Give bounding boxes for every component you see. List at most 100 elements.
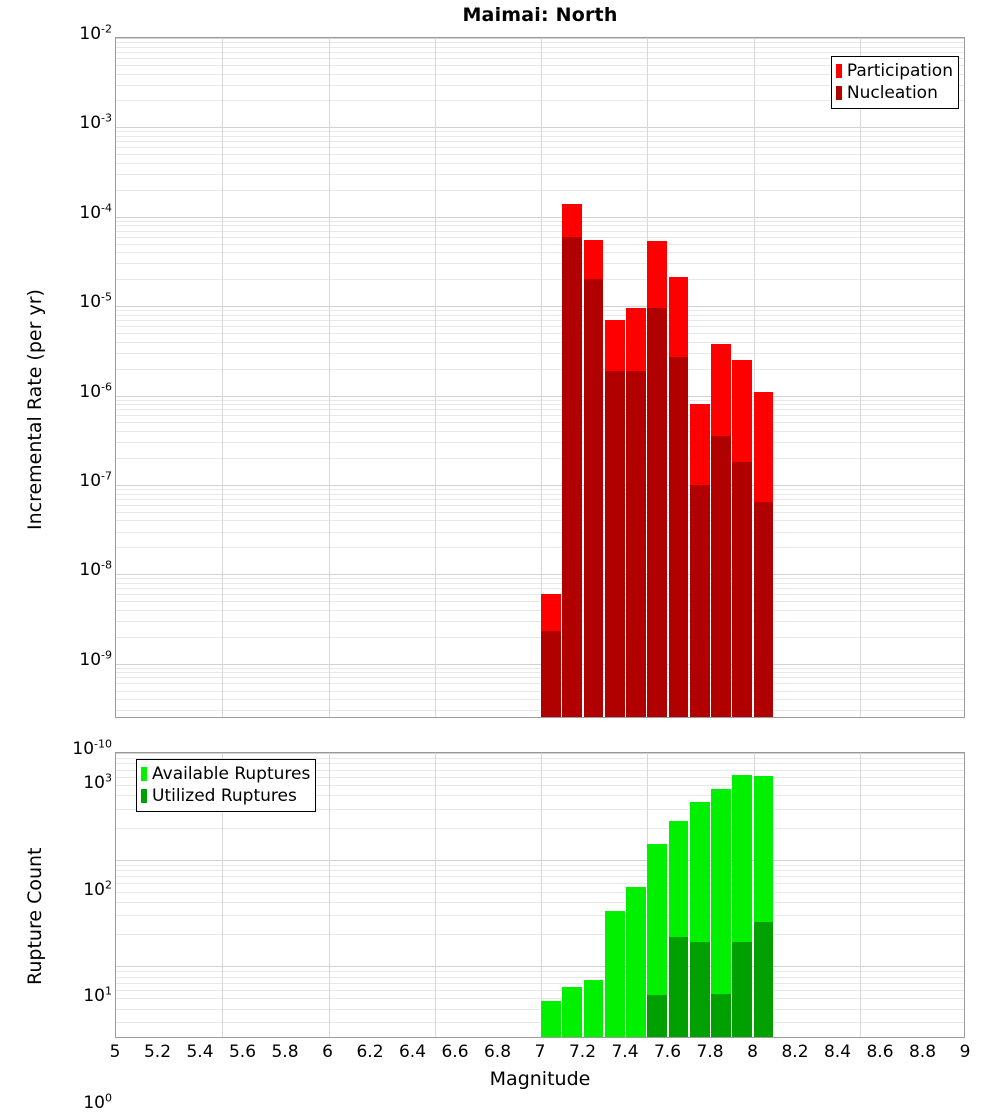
- x-tick-label: 8.4: [823, 1042, 852, 1062]
- gridline: [116, 147, 964, 148]
- gridline: [116, 547, 964, 548]
- gridline: [116, 770, 964, 771]
- gridline: [116, 494, 964, 495]
- gridline: [860, 753, 861, 1037]
- gridline: [116, 190, 964, 191]
- gridline: [116, 691, 964, 692]
- x-tick-label: 5.6: [228, 1042, 257, 1062]
- legend-label-available-ruptures: Available Ruptures: [152, 763, 311, 784]
- y-tick-label: 10-8: [79, 558, 112, 581]
- gridline: [116, 154, 964, 155]
- y-tick-label: 10-5: [79, 290, 112, 313]
- gridline: [116, 998, 964, 999]
- bar-available-ruptures: [711, 788, 731, 1037]
- x-tick-label: 6: [322, 1042, 333, 1062]
- gridline: [116, 777, 964, 778]
- x-tick-label: 7.6: [653, 1042, 682, 1062]
- bar-nucleation: [647, 308, 667, 717]
- bar-available-ruptures: [647, 844, 667, 1037]
- nucleation-swatch-icon: [835, 86, 842, 100]
- gridline: [116, 326, 964, 327]
- gridline: [116, 485, 964, 486]
- chart-title: Maimai: North: [462, 4, 618, 26]
- gridline: [116, 263, 964, 264]
- gridline: [116, 594, 964, 595]
- gridline: [116, 231, 964, 232]
- gridline: [116, 785, 964, 786]
- x-tick-label: 6.8: [483, 1042, 512, 1062]
- gridline: [116, 710, 964, 711]
- y-tick-label: 10-6: [79, 379, 112, 402]
- gridline: [116, 637, 964, 638]
- gridline: [116, 415, 964, 416]
- bar-utilized-ruptures: [732, 941, 752, 1037]
- gridline: [116, 489, 964, 490]
- x-tick-label: 5.2: [143, 1042, 172, 1062]
- bar-available-ruptures: [541, 1001, 561, 1037]
- bar-utilized-ruptures: [711, 994, 731, 1037]
- gridline: [116, 237, 964, 238]
- gridline: [116, 221, 964, 222]
- top-y-tick-labels: 10-2 10-3 10-4 10-5 10-6 10-7 10-8 10-9 10-10: [0, 0, 112, 1100]
- gridline: [116, 1009, 964, 1010]
- y-tick-label: 10-10: [72, 737, 112, 759]
- gridline: [116, 601, 964, 602]
- gridline: [116, 409, 964, 410]
- bottom-y-tick-labels: 103 102 101 100: [0, 0, 112, 1111]
- gridline: [116, 225, 964, 226]
- gridline: [116, 971, 964, 972]
- gridline: [116, 396, 964, 397]
- gridline: [116, 883, 964, 884]
- x-tick-label: 6.4: [398, 1042, 427, 1062]
- gridline: [116, 828, 964, 829]
- gridline: [116, 977, 964, 978]
- bar-nucleation: [626, 370, 646, 717]
- gridline: [116, 672, 964, 673]
- gridline: [116, 574, 964, 575]
- gridline: [116, 404, 964, 405]
- legend-rupture-count: Available Ruptures Utilized Ruptures: [136, 759, 317, 812]
- gridline: [116, 588, 964, 589]
- gridline: [116, 860, 964, 861]
- x-tick-label: 7.4: [611, 1042, 639, 1062]
- gridline: [116, 369, 964, 370]
- gridline: [116, 252, 964, 253]
- x-tick-label: 8: [747, 1042, 758, 1062]
- bar-nucleation: [604, 370, 625, 717]
- gridline: [116, 1022, 964, 1023]
- gridline: [116, 578, 964, 579]
- gridline: [116, 131, 964, 132]
- gridline: [116, 892, 964, 893]
- legend-item-utilized-ruptures: Utilized Ruptures: [141, 785, 310, 807]
- gridline: [329, 753, 330, 1037]
- y-tick-label: 10-9: [79, 647, 112, 670]
- legend-item-available-ruptures: Available Ruptures: [141, 763, 310, 785]
- gridline: [222, 38, 223, 717]
- gridline: [116, 865, 964, 866]
- gridline: [116, 876, 964, 877]
- available-ruptures-swatch-icon: [141, 767, 147, 781]
- legend-item-participation: Participation: [835, 60, 953, 82]
- gridline: [116, 758, 964, 759]
- gridline: [116, 353, 964, 354]
- gridline: [116, 442, 964, 443]
- bar-nucleation: [689, 484, 710, 717]
- gridline: [116, 505, 964, 506]
- x-tick-label: 5.8: [271, 1042, 299, 1062]
- bar-available-ruptures: [562, 987, 582, 1037]
- y-tick-label: 10-2: [79, 22, 112, 44]
- gridline: [116, 85, 964, 86]
- gridline: [116, 990, 964, 991]
- gridline: [116, 320, 964, 321]
- gridline: [116, 174, 964, 175]
- gridline: [116, 163, 964, 164]
- bar-utilized-ruptures: [668, 936, 689, 1037]
- gridline: [116, 664, 964, 665]
- gridline: [116, 306, 964, 307]
- y-tick-label: 100: [83, 1091, 112, 1113]
- bar-available-ruptures: [626, 887, 646, 1037]
- gridline: [116, 315, 964, 316]
- gridline: [116, 58, 964, 59]
- gridline: [116, 583, 964, 584]
- gridline: [116, 934, 964, 935]
